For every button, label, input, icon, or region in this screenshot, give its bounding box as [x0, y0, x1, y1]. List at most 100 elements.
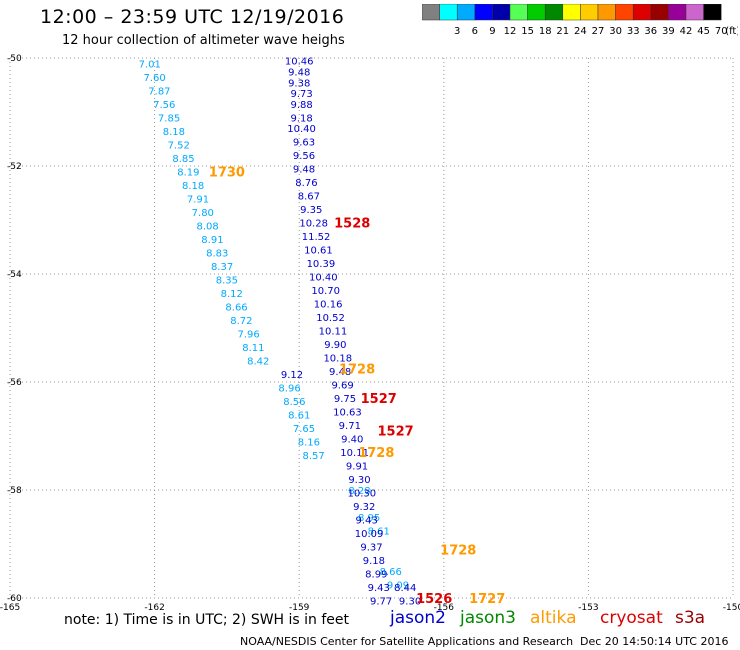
wave-height-value: 9.90	[324, 340, 346, 351]
wave-height-value: 9.37	[360, 543, 382, 554]
wave-height-value: 9.48	[329, 367, 351, 378]
wave-height-value: 8.96	[278, 383, 300, 394]
wave-height-value: 9.12	[281, 370, 303, 381]
legend-label: 30	[609, 26, 622, 37]
pass-time-label: 1527	[361, 392, 397, 407]
wave-height-value: 9.18	[363, 556, 385, 567]
wave-height-value: 8.91	[201, 235, 223, 246]
y-tick-label: -60	[7, 594, 22, 604]
legend-unit: (ft)	[725, 26, 738, 37]
legend-label: 24	[574, 26, 587, 37]
wave-height-value: 9.69	[331, 381, 353, 392]
wave-height-value: 10.39	[307, 259, 336, 270]
wave-height-value: 10.18	[323, 354, 352, 365]
wave-height-value: 10.70	[311, 286, 340, 297]
wave-height-value: 9.38	[288, 78, 310, 89]
wave-height-value: 8.42	[247, 356, 269, 367]
wave-height-value: 8.44	[394, 583, 416, 594]
wave-height-value: 7.52	[168, 140, 190, 151]
pass-time-label: 1526	[416, 592, 452, 607]
sat-cryosat: cryosat	[600, 608, 663, 628]
wave-height-value: 8.61	[288, 410, 310, 421]
wave-height-value: 8.18	[163, 127, 185, 138]
sat-altika: altika	[530, 608, 577, 628]
wave-height-value: 10.52	[316, 313, 345, 324]
y-tick-label: -56	[7, 378, 22, 388]
chart-title: 12:00 – 23:59 UTC 12/19/2016	[40, 6, 345, 28]
wave-height-value: 8.83	[206, 248, 228, 259]
wave-height-value: 9.73	[290, 89, 312, 100]
legend-label: 42	[680, 26, 693, 37]
pass-time-label: 1728	[339, 363, 375, 378]
sat-jason3: jason3	[460, 608, 516, 628]
wave-height-value: 7.96	[237, 329, 259, 340]
wave-height-value: 10.30	[348, 489, 377, 500]
y-tick-label: -58	[7, 486, 22, 496]
wave-height-value: 10.28	[299, 219, 328, 230]
legend-label: 6	[472, 26, 478, 37]
y-tick-label: -50	[7, 54, 22, 64]
wave-height-value: 10.40	[309, 273, 338, 284]
wave-height-value: 8.11	[242, 343, 264, 354]
wave-height-value: 9.91	[346, 462, 368, 473]
chart-subtitle: 12 hour collection of altimeter wave hei…	[62, 33, 345, 48]
legend-label: 36	[644, 26, 657, 37]
legend-label: 12	[504, 26, 517, 37]
pass-time-label: 1728	[440, 543, 476, 558]
wave-height-value: 8.35	[216, 275, 238, 286]
generated-timestamp: Dec 20 14:50:14 UTC 2016	[580, 635, 729, 648]
wave-height-value: 8.12	[221, 289, 243, 300]
pass-time-label: 1728	[358, 446, 394, 461]
y-tick-label: -54	[7, 270, 22, 280]
pass-time-label: 1528	[334, 217, 370, 232]
y-tick-label: -52	[7, 162, 22, 172]
wave-height-value: 8.95	[358, 513, 380, 524]
legend-label: 15	[521, 26, 534, 37]
wave-height-value: 10.61	[304, 246, 333, 257]
wave-height-value: 9.18	[290, 113, 312, 124]
legend-label: 39	[662, 26, 675, 37]
legend-label: 33	[627, 26, 640, 37]
pass-time-label: 1730	[209, 165, 245, 180]
wave-height-value: 8.57	[303, 451, 325, 462]
wave-height-value: 8.72	[230, 316, 252, 327]
wave-height-value: 8.76	[295, 178, 317, 189]
wave-height-value: 9.43	[368, 583, 390, 594]
legend-label: 45	[697, 26, 710, 37]
wave-height-value: 10.11	[319, 327, 348, 338]
wave-height-value: 9.40	[341, 435, 363, 446]
wave-height-value: 10.40	[287, 124, 316, 135]
wave-height-value: 7.65	[293, 424, 315, 435]
wave-height-value: 8.99	[365, 570, 387, 581]
wave-height-value: 7.60	[143, 73, 165, 84]
wave-height-value: 7.91	[187, 194, 209, 205]
wave-height-value: 10.63	[333, 408, 362, 419]
legend-label: 18	[539, 26, 552, 37]
wave-height-value: 11.52	[302, 232, 331, 243]
wave-height-value: 9.09	[387, 581, 409, 592]
wave-height-value: 8.66	[380, 567, 402, 578]
wave-height-value: 8.67	[298, 192, 320, 203]
x-tick-label: -165	[0, 603, 20, 613]
credit-text: NOAA/NESDIS Center for Satellite Applica…	[240, 635, 574, 648]
sat-s3a: s3a	[675, 608, 706, 628]
wave-height-value: 8.37	[211, 262, 233, 273]
sat-jason2: jason2	[390, 608, 446, 628]
wave-height-value: 9.30	[348, 475, 370, 486]
wave-height-value: 7.56	[153, 100, 175, 111]
wave-height-value: 8.28	[348, 486, 370, 497]
x-tick-label: -150	[723, 603, 740, 613]
wave-height-value: 9.30	[399, 597, 421, 608]
wave-height-value: 7.87	[148, 86, 170, 97]
legend-label: 70	[715, 26, 728, 37]
wave-height-value: 10.11	[340, 448, 369, 459]
wave-height-value: 9.75	[334, 394, 356, 405]
wave-height-value: 9.63	[293, 138, 315, 149]
footer-note: note: 1) Time is in UTC; 2) SWH is in fe…	[64, 612, 350, 628]
wave-height-value: 10.09	[355, 529, 384, 540]
x-tick-label: -153	[578, 603, 598, 613]
wave-height-value: 9.48	[288, 68, 310, 79]
wave-height-value: 7.80	[192, 208, 214, 219]
legend-label: 9	[489, 26, 495, 37]
